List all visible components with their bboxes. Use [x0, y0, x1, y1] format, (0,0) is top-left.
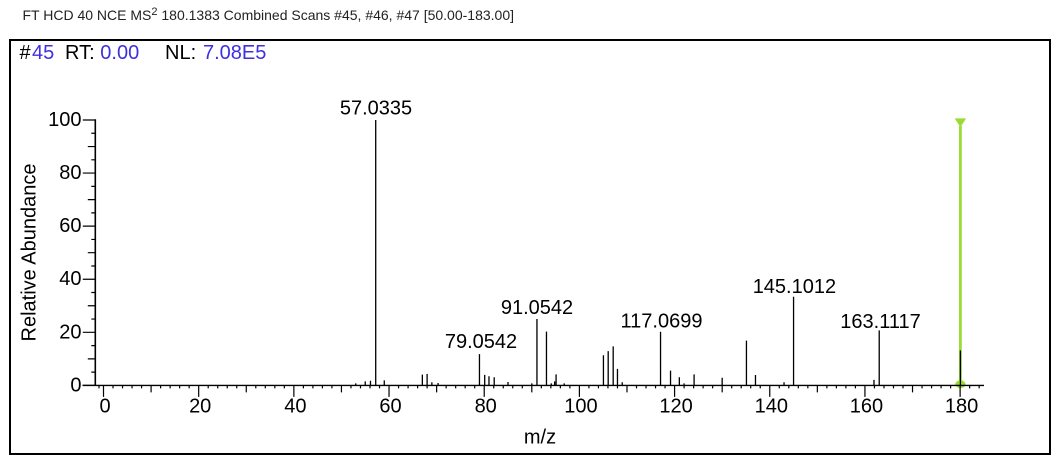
svg-text:60: 60 [59, 215, 81, 237]
svg-text:Relative Abundance: Relative Abundance [19, 164, 41, 342]
svg-text:79.0542: 79.0542 [445, 331, 517, 353]
svg-text:120: 120 [659, 396, 692, 418]
svg-text:163.1117: 163.1117 [840, 311, 920, 333]
svg-text:91.0542: 91.0542 [501, 297, 573, 319]
svg-text:57.0335: 57.0335 [340, 97, 412, 119]
svg-text:100: 100 [564, 396, 597, 418]
svg-text:20: 20 [189, 396, 211, 418]
svg-text:140: 140 [755, 396, 788, 418]
svg-text:80: 80 [59, 162, 81, 184]
svg-text:160: 160 [850, 396, 883, 418]
svg-text:145.1012: 145.1012 [753, 276, 836, 298]
svg-text:117.0699: 117.0699 [621, 311, 703, 333]
svg-text:40: 40 [284, 396, 306, 418]
svg-text:100: 100 [48, 109, 81, 131]
svg-text:60: 60 [379, 396, 401, 418]
svg-text:m/z: m/z [524, 427, 556, 449]
svg-text:20: 20 [59, 321, 81, 343]
svg-text:80: 80 [475, 396, 497, 418]
svg-text:40: 40 [59, 268, 81, 290]
svg-text:180: 180 [945, 396, 978, 418]
svg-text:0: 0 [70, 374, 81, 396]
svg-text:0: 0 [99, 396, 110, 418]
